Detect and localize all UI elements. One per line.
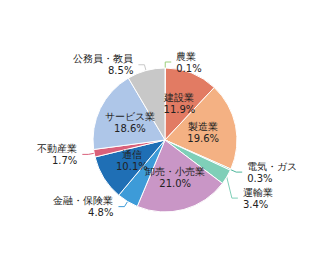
svg-text:4.8%: 4.8% (88, 207, 113, 218)
svg-text:製造業: 製造業 (188, 121, 218, 132)
svg-text:19.6%: 19.6% (187, 133, 219, 144)
svg-text:電気・ガス: 電気・ガス (247, 161, 297, 172)
svg-text:0.1%: 0.1% (176, 63, 201, 74)
svg-text:建設業: 建設業 (163, 92, 194, 103)
svg-text:卸売・小売業: 卸売・小売業 (145, 166, 205, 177)
svg-text:公務員・教員: 公務員・教員 (73, 53, 133, 64)
svg-text:0.3%: 0.3% (247, 173, 272, 184)
svg-text:8.5%: 8.5% (108, 65, 133, 76)
svg-text:金融・保険業: 金融・保険業 (53, 195, 113, 206)
svg-text:18.6%: 18.6% (114, 123, 146, 134)
svg-text:不動産業: 不動産業 (37, 143, 77, 154)
svg-text:10.1%: 10.1% (116, 161, 148, 172)
svg-text:運輸業: 運輸業 (243, 187, 273, 198)
svg-text:11.9%: 11.9% (164, 104, 196, 115)
svg-text:21.0%: 21.0% (159, 178, 191, 189)
svg-text:農業: 農業 (176, 51, 196, 62)
svg-text:3.4%: 3.4% (243, 199, 268, 210)
svg-text:通信: 通信 (122, 149, 142, 160)
svg-text:1.7%: 1.7% (52, 155, 77, 166)
svg-text:サービス業: サービス業 (105, 111, 155, 122)
